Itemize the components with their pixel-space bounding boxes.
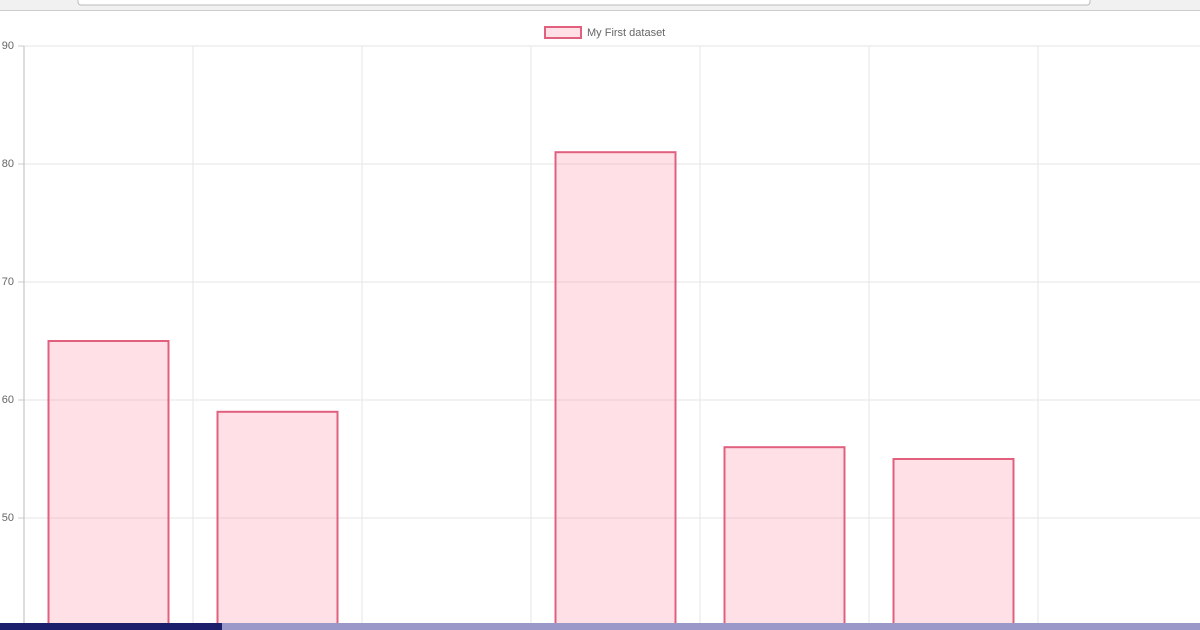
y-tick-label: 80 (2, 158, 14, 170)
taskbar (0, 623, 1200, 630)
address-bar[interactable] (77, 0, 1091, 6)
y-tick-label: 90 (2, 40, 14, 52)
bar (47, 340, 170, 630)
bar (216, 410, 339, 630)
y-tick-label: 70 (2, 276, 14, 288)
bar (554, 151, 677, 630)
legend-swatch (544, 26, 582, 39)
taskbar-start[interactable] (0, 623, 222, 630)
y-tick-label: 50 (2, 512, 14, 524)
legend-label: My First dataset (587, 27, 665, 39)
toolbar-border (0, 10, 1200, 11)
bar (892, 458, 1015, 630)
bar (723, 446, 846, 630)
y-tick-label: 60 (2, 394, 14, 406)
plot-area: 50 60 70 80 90 My First dataset (2, 26, 1200, 630)
